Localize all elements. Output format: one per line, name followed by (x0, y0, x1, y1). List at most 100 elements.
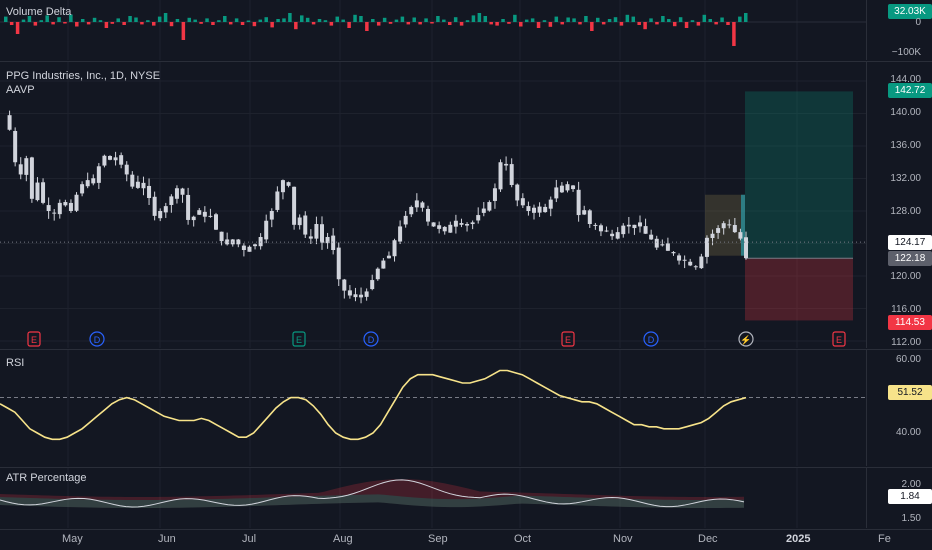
candle-body (375, 268, 380, 280)
candle-body (727, 224, 732, 226)
rsi-tick: 40.00 (895, 427, 921, 438)
candle-body (532, 207, 536, 213)
volume-delta-bar (738, 16, 742, 22)
candle-body (286, 182, 291, 186)
volume-delta-bar (495, 22, 499, 26)
volume-delta-bar (483, 16, 488, 22)
candle-body (225, 239, 230, 245)
candle-body (57, 202, 62, 215)
candle-body (470, 222, 475, 225)
month-label: May (62, 533, 83, 545)
candle-body (437, 225, 442, 229)
volume-delta-bar (39, 20, 44, 22)
volume-delta-bar (406, 22, 411, 25)
volume-delta-bar (507, 22, 511, 24)
volume-delta-bar (513, 14, 517, 22)
candle-body (571, 185, 576, 190)
event-marker-label: E (836, 335, 842, 345)
volume-delta-bar (264, 17, 268, 22)
candle-body (325, 237, 330, 244)
volume-delta-bar (157, 16, 162, 22)
candle-body (638, 222, 642, 227)
candle-body (537, 206, 542, 213)
candle-body (587, 210, 592, 224)
volume-delta-bar (359, 16, 363, 22)
volume-delta-bar (453, 17, 458, 22)
volume-delta-bar (477, 13, 482, 22)
symbol-title[interactable]: PPG Industries, Inc., 1D, NYSE (6, 70, 161, 82)
candle-body (180, 188, 185, 195)
volume-delta-bar (672, 22, 677, 27)
rsi-line (0, 369, 747, 441)
candle-body (610, 233, 615, 237)
volume-delta-bar (9, 22, 14, 25)
earnings-marker (27, 331, 41, 347)
candle-body (515, 184, 520, 201)
candle-body (665, 243, 670, 251)
volume-delta-bar (300, 15, 304, 22)
candle-body (476, 215, 481, 221)
volume-delta-bar (270, 22, 274, 28)
candle-body (342, 279, 347, 291)
volume-delta-pane: Volume Delta 32.03K 0 −100K (0, 0, 932, 60)
dividend-marker (89, 331, 105, 347)
rsi-title[interactable]: RSI (6, 357, 25, 369)
volume-delta-bar (163, 13, 168, 22)
volume-delta-bar (459, 22, 464, 26)
volume-delta-bar (412, 17, 416, 22)
volume-delta-bar (530, 18, 535, 22)
candle-body (52, 212, 57, 214)
volume-delta-bar (625, 14, 630, 22)
volume-delta-bar (63, 22, 67, 24)
atr-title[interactable]: ATR Percentage (6, 472, 87, 484)
volume-delta-bar (649, 18, 653, 22)
month-label: Nov (613, 533, 633, 545)
candle-body (621, 225, 626, 235)
candle-body (292, 186, 297, 225)
atr-chart (0, 468, 798, 528)
candle-body (135, 181, 140, 188)
volume-delta-bar (524, 19, 529, 22)
price-tick: 140.00 (890, 107, 921, 118)
month-label: Sep (428, 533, 448, 545)
volume-delta-bar (75, 22, 79, 27)
candle-body (643, 226, 648, 234)
candle-body (63, 202, 68, 206)
candle-body (598, 225, 603, 232)
volume-delta-bar (27, 16, 32, 22)
volume-delta-bar (329, 22, 334, 26)
atr-tick: 1.50 (901, 513, 921, 524)
indicator-aavp-label[interactable]: AAVP (6, 84, 35, 96)
price-axis[interactable]: 144.00 140.00 136.00 132.00 128.00 120.0… (866, 62, 932, 348)
volume-delta-bar (655, 22, 659, 25)
volume-delta-bar (708, 19, 712, 22)
candle-body (559, 185, 564, 193)
candle-body (448, 224, 453, 233)
candle-body (593, 224, 598, 226)
candle-body (258, 237, 263, 247)
candle-body (392, 240, 397, 257)
volume-delta-bar (690, 20, 695, 22)
volume-delta-bar (15, 22, 20, 34)
candle-body (68, 202, 73, 211)
candle-body (626, 224, 631, 227)
volume-delta-bar (732, 22, 736, 46)
volume-delta-bar (448, 22, 452, 25)
volume-tick-zero: 0 (915, 17, 921, 28)
volume-delta-bar (388, 22, 393, 24)
candle-body (297, 217, 302, 226)
candle-body (487, 202, 492, 211)
event-marker-label: E (565, 335, 571, 345)
volume-delta-bar (613, 17, 618, 22)
volume-delta-bar (335, 16, 340, 22)
volume-delta-bar (228, 22, 233, 25)
earnings-marker (561, 331, 575, 347)
month-label: Fe (878, 533, 891, 545)
volume-delta-bar (519, 22, 523, 27)
volume-delta-bar (104, 22, 109, 28)
candle-body (693, 266, 698, 268)
volume-delta-bar (471, 15, 476, 22)
volume-delta-bar (430, 22, 434, 24)
time-axis[interactable]: May Jun Jul Aug Sep Oct Nov Dec 2025 Fe (0, 530, 932, 550)
volume-delta-bar (726, 22, 730, 25)
